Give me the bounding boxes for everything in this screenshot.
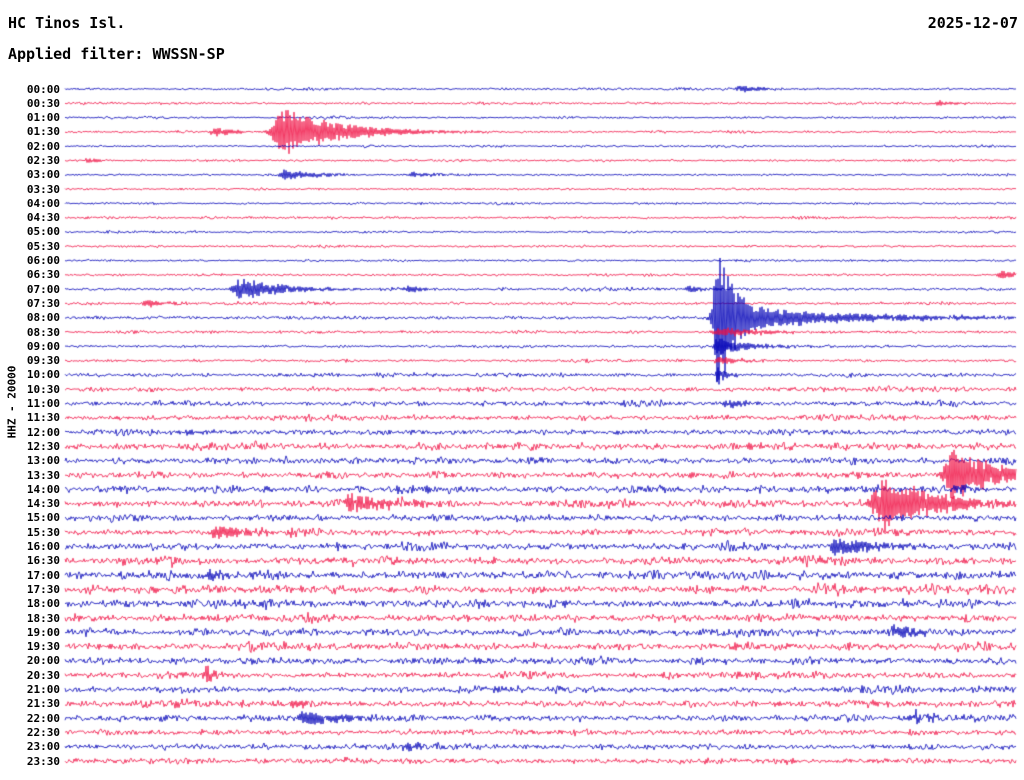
time-label: 01:30 (26, 125, 60, 139)
time-label: 07:30 (26, 296, 60, 310)
time-label: 10:00 (26, 368, 60, 382)
time-label: 05:30 (26, 239, 60, 253)
station-title: HC Tinos Isl. (8, 14, 126, 32)
time-label: 19:30 (26, 640, 60, 654)
time-label: 10:30 (26, 382, 60, 396)
time-label: 21:30 (26, 697, 60, 711)
time-label: 08:00 (26, 311, 60, 325)
time-label: 17:30 (26, 582, 60, 596)
time-label: 07:00 (26, 282, 60, 296)
time-label: 11:00 (26, 397, 60, 411)
time-label: 03:00 (26, 168, 60, 182)
time-label: 05:00 (26, 225, 60, 239)
time-label: 02:30 (26, 153, 60, 167)
filter-label: Applied filter: WWSSN-SP (8, 45, 225, 63)
time-label: 14:30 (26, 497, 60, 511)
time-label: 20:30 (26, 668, 60, 682)
time-label: 09:30 (26, 354, 60, 368)
time-label: 17:00 (26, 568, 60, 582)
time-label: 00:30 (26, 96, 60, 110)
time-label: 14:00 (26, 482, 60, 496)
time-label: 23:30 (26, 754, 60, 768)
time-label: 16:30 (26, 554, 60, 568)
time-label: 22:30 (26, 725, 60, 739)
time-label: 03:30 (26, 182, 60, 196)
time-label: 00:00 (26, 82, 60, 96)
time-label: 02:00 (26, 139, 60, 153)
time-label: 08:30 (26, 325, 60, 339)
time-label: 21:00 (26, 683, 60, 696)
time-label: 11:30 (26, 411, 60, 425)
time-label: 23:00 (26, 740, 60, 754)
time-label: 15:00 (26, 511, 60, 525)
time-label: 18:00 (26, 597, 60, 611)
time-label: 06:00 (26, 254, 60, 268)
time-label: 12:00 (26, 425, 60, 439)
date-label: 2025-12-07 (927, 14, 1018, 32)
time-label: 22:00 (26, 711, 60, 725)
time-label: 12:30 (26, 439, 60, 453)
time-label: 01:00 (26, 111, 60, 125)
time-label: 15:30 (26, 525, 60, 539)
time-label: 04:00 (26, 196, 60, 210)
time-label: 13:30 (26, 468, 60, 482)
time-label: 20:00 (26, 654, 60, 668)
time-label: 04:30 (26, 211, 60, 225)
time-label: 13:00 (26, 454, 60, 468)
time-label: 06:30 (26, 268, 60, 282)
time-label: 09:00 (26, 339, 60, 353)
time-label: 18:30 (26, 611, 60, 625)
time-label: 16:00 (26, 540, 60, 554)
time-label: 19:00 (26, 625, 60, 639)
